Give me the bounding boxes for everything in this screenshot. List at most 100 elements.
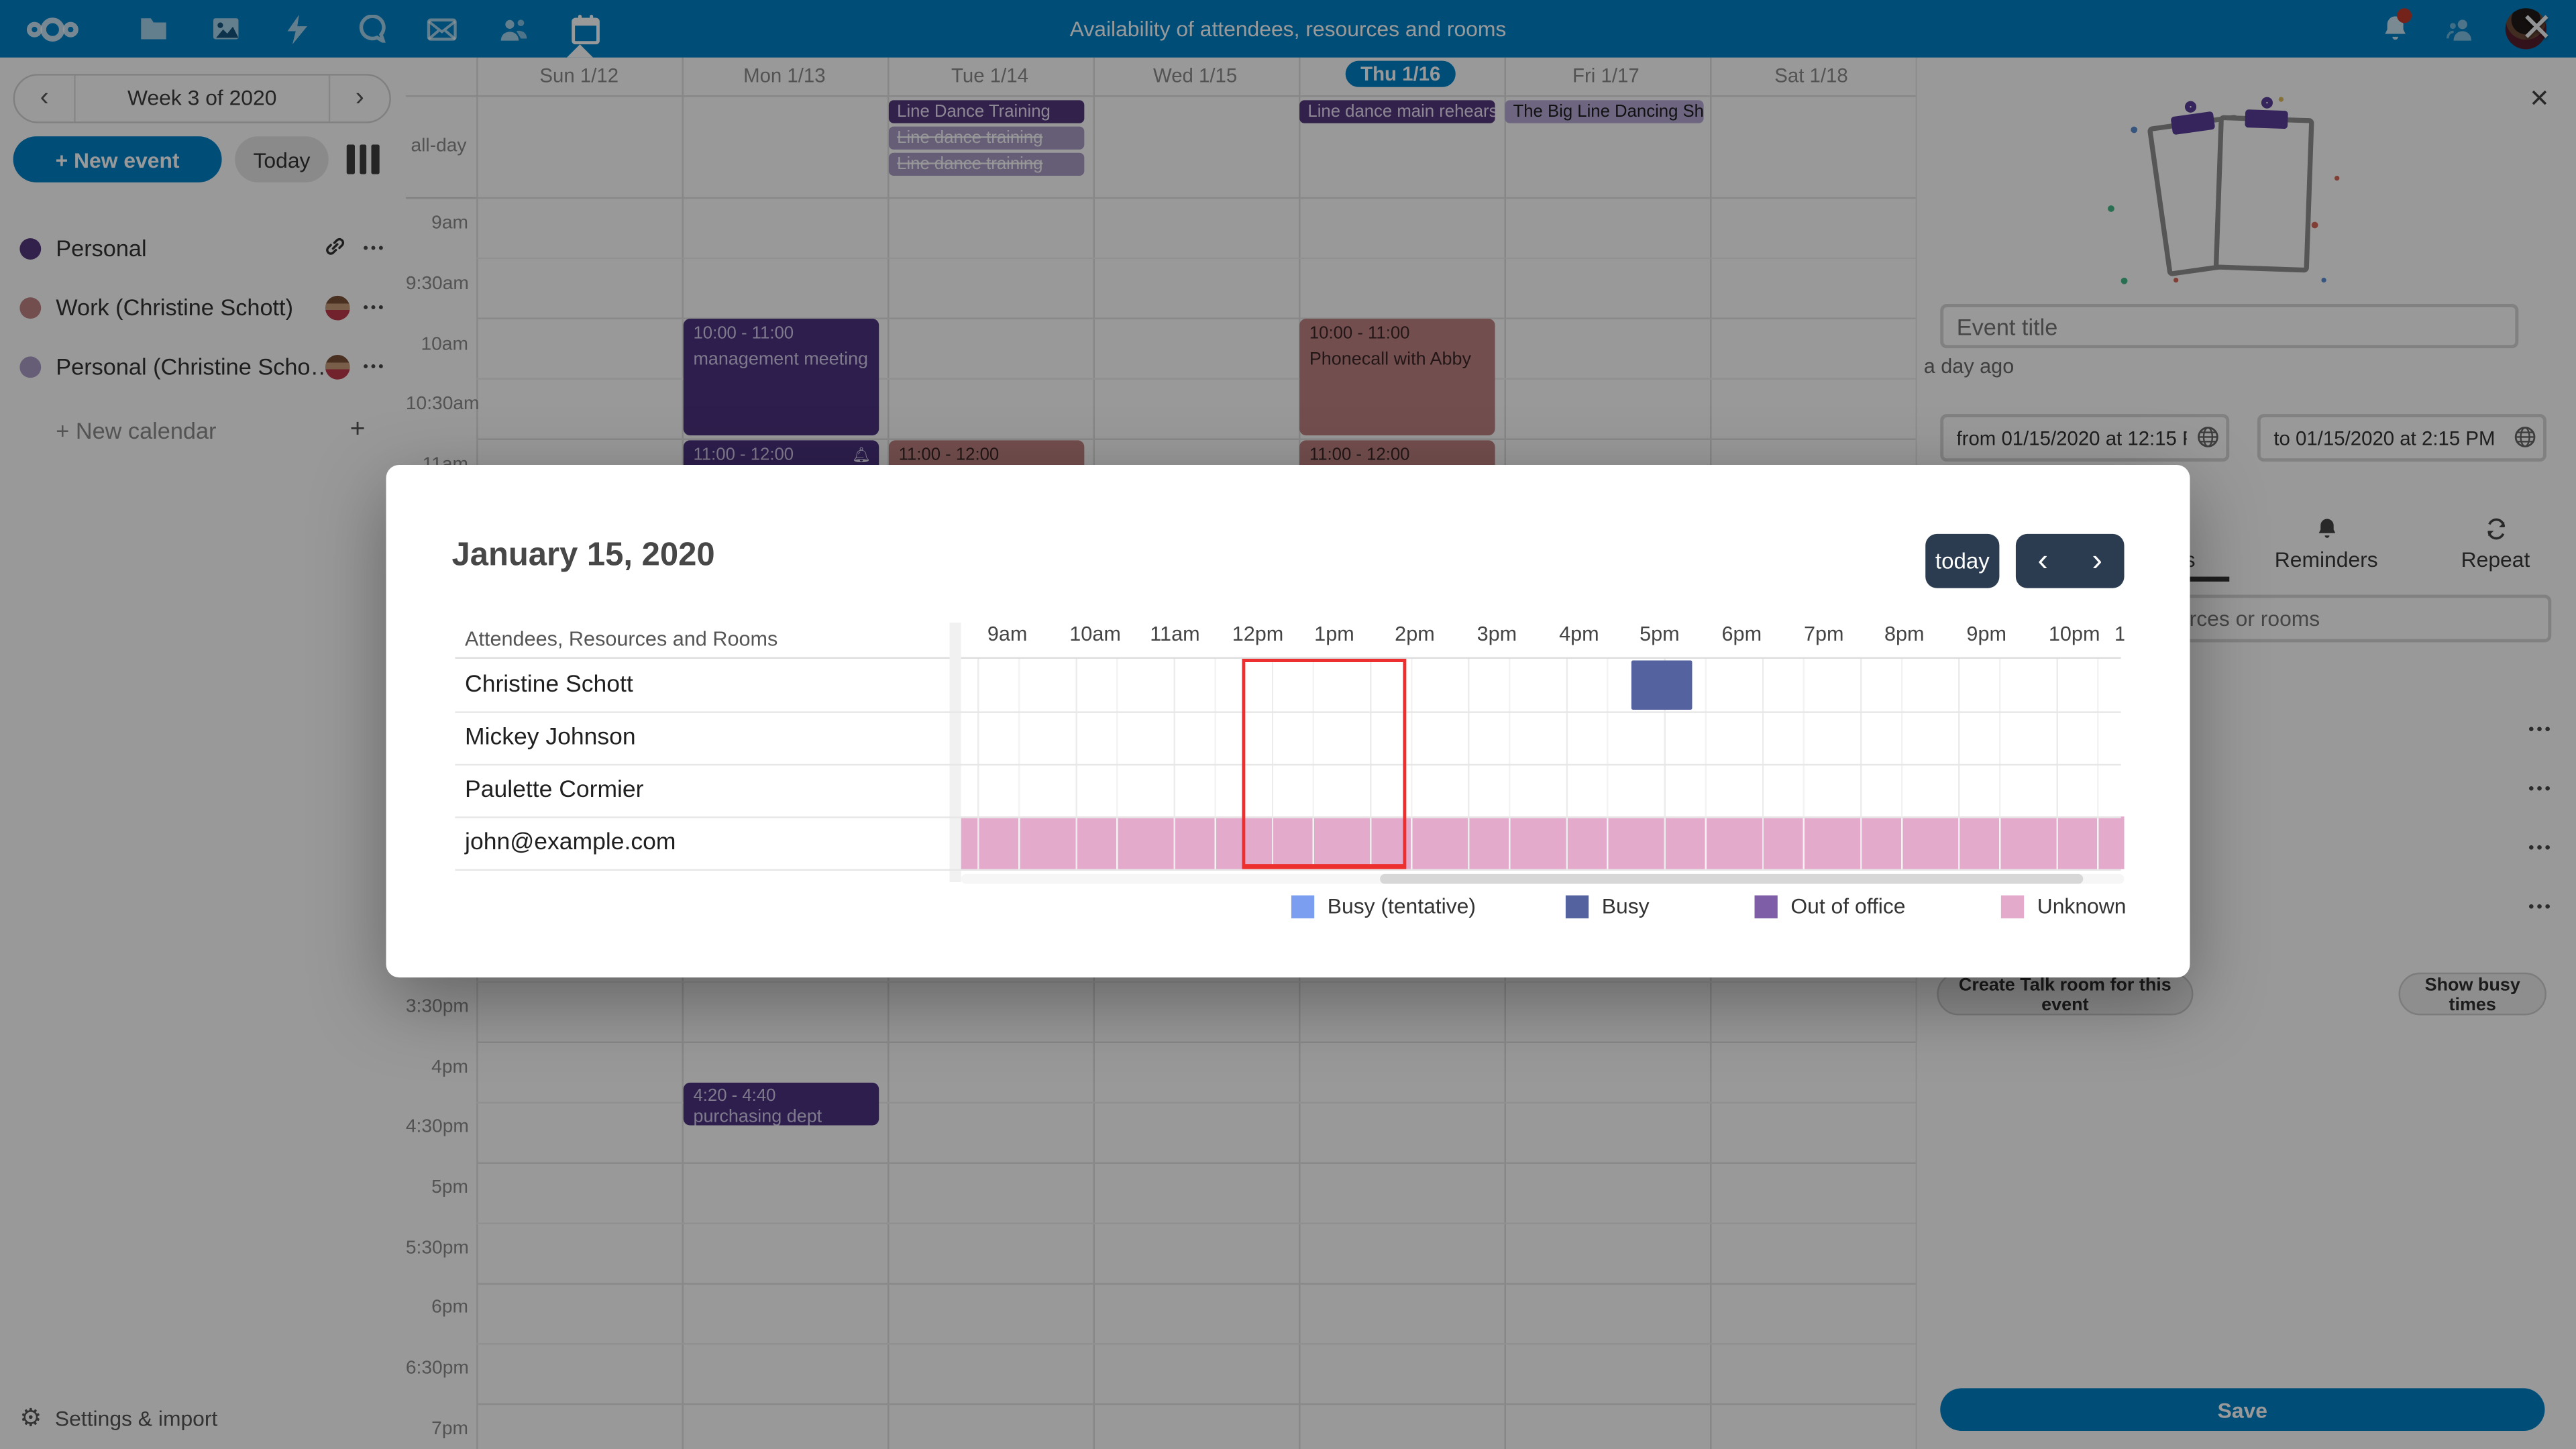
availability-modal: January 15, 2020 today ‹ › Attendees, Re…	[386, 465, 2190, 978]
day-header-thu-active: Thu 1/16	[1298, 60, 1503, 87]
allday-event[interactable]: The Big Line Dancing Show	[1505, 100, 1704, 123]
calendar-item-personal[interactable]: Personal •••	[0, 219, 406, 278]
week-label[interactable]: Week 3 of 2020	[74, 75, 331, 122]
time-label: 9:30am	[405, 274, 469, 294]
day-header-fri: Fri 1/17	[1572, 64, 1640, 87]
attendee-menu-icon[interactable]: •••	[2528, 780, 2553, 799]
modal-date-nav: ‹ ›	[2015, 533, 2125, 588]
end-datetime-input[interactable]	[2257, 414, 2546, 462]
previous-day-button[interactable]: ‹	[2037, 543, 2049, 578]
event-title-input[interactable]	[1940, 304, 2519, 349]
divider	[455, 816, 2121, 818]
last-modified-text: a day ago	[1923, 354, 2015, 378]
gear-icon: ⚙	[19, 1404, 42, 1433]
day-header-sat: Sat 1/18	[1774, 64, 1848, 87]
new-event-button[interactable]: + New event	[13, 136, 222, 182]
nextcloud-logo-icon[interactable]	[19, 11, 85, 46]
legend-out-of-office: Out of office	[1754, 894, 1905, 918]
tab-reminders[interactable]: Reminders	[2244, 517, 2408, 578]
modal-today-button[interactable]: today	[1925, 533, 2000, 588]
user-avatar[interactable]	[2505, 8, 2546, 50]
selected-time-window	[1242, 659, 1407, 869]
busy-block	[1631, 660, 1693, 710]
day-header-mon: Mon 1/13	[743, 64, 826, 87]
owner-avatar	[325, 294, 350, 320]
today-button[interactable]: Today	[235, 136, 329, 182]
attendee-menu-icon[interactable]: •••	[2528, 898, 2553, 917]
calendar-icon[interactable]	[567, 11, 603, 46]
attendee-menu-icon[interactable]: •••	[2528, 721, 2553, 740]
allday-event[interactable]: Line Dance Training	[888, 100, 1085, 123]
calendar-menu-icon[interactable]: •••	[363, 239, 386, 257]
share-link-icon[interactable]	[323, 234, 363, 262]
legend-swatch	[1565, 894, 1589, 918]
divider	[949, 623, 961, 883]
divider	[455, 763, 2121, 766]
divider	[405, 95, 1916, 97]
allday-event[interactable]: Line dance main rehearsal	[1299, 100, 1495, 123]
legend-busy: Busy	[1565, 894, 1650, 918]
photos-icon[interactable]	[207, 11, 244, 46]
mail-icon[interactable]	[424, 11, 460, 46]
start-datetime-input[interactable]	[1940, 414, 2230, 462]
notifications-bell-icon[interactable]	[2377, 8, 2414, 46]
top-bar: Availability of attendees, resources and…	[0, 0, 2576, 58]
time-label: 5pm	[431, 1177, 468, 1198]
event-phonecall-abby[interactable]: 10:00 - 11:00 Phonecall with Abby	[1299, 319, 1495, 435]
show-busy-times-button[interactable]: Show busy times	[2398, 972, 2546, 1016]
time-label: 5:30pm	[405, 1238, 469, 1258]
settings-import-button[interactable]: ⚙ Settings & import	[19, 1403, 218, 1433]
divider	[455, 711, 2121, 713]
next-day-button[interactable]: ›	[2092, 543, 2102, 578]
legend-busy-tentative: Busy (tentative)	[1291, 894, 1476, 918]
legend-swatch	[1291, 894, 1315, 918]
attendee-menu-icon[interactable]: •••	[2528, 839, 2553, 858]
time-label: 4pm	[431, 1058, 468, 1078]
scrollbar-thumb[interactable]	[1380, 873, 2084, 884]
legend-unknown: Unknown	[2000, 894, 2126, 918]
previous-week-button[interactable]: ‹	[40, 83, 49, 112]
settings-label: Settings & import	[54, 1405, 218, 1430]
talk-icon[interactable]	[354, 11, 390, 46]
tab-repeat[interactable]: Repeat	[2414, 517, 2576, 578]
start-datetime-field	[1940, 414, 2230, 462]
divider	[455, 657, 2121, 659]
time-label: 6:30pm	[405, 1358, 469, 1379]
contacts-icon[interactable]	[496, 11, 533, 46]
timezone-globe-icon[interactable]	[2196, 425, 2219, 457]
attendee-row-name: Mickey Johnson	[465, 724, 636, 751]
contacts-menu-icon[interactable]	[2443, 11, 2479, 46]
calendar-item-work[interactable]: Work (Christine Schott) •••	[0, 278, 406, 337]
reminder-bell-icon: 🔔︎	[851, 447, 871, 464]
calendar-list: Personal ••• Work (Christine Schott) •••…	[0, 219, 406, 396]
calendar-item-personal-christine[interactable]: Personal (Christine Scho…) •••	[0, 337, 406, 396]
end-datetime-field	[2257, 414, 2546, 462]
hour-axis: 9am 10am 11am 12pm 1pm 2pm 3pm 4pm 5pm 6…	[987, 623, 2125, 646]
calendar-color-dot	[19, 356, 42, 378]
event-management-meeting[interactable]: 10:00 - 11:00 management meeting	[683, 319, 879, 435]
calendar-menu-icon[interactable]: •••	[363, 358, 386, 375]
day-header-wed: Wed 1/15	[1152, 64, 1238, 87]
activity-icon[interactable]	[279, 11, 315, 46]
event-purchasing-dept[interactable]: 4:20 - 4:40 purchasing dept	[683, 1082, 879, 1126]
view-columns-icon[interactable]	[346, 144, 380, 174]
allday-event-cancelled[interactable]: Line dance training	[888, 152, 1085, 176]
files-icon[interactable]	[135, 11, 171, 46]
calendar-color-dot	[19, 297, 42, 318]
allday-event-cancelled[interactable]: Line dance training	[888, 126, 1085, 150]
create-talk-room-button[interactable]: Create Talk room for this event	[1937, 972, 2194, 1016]
calendar-menu-icon[interactable]: •••	[363, 299, 386, 316]
next-week-button[interactable]: ›	[355, 83, 364, 112]
close-icon[interactable]: ✕	[2529, 85, 2550, 113]
day-header-sun: Sun 1/12	[539, 64, 619, 87]
modal-date-title: January 15, 2020	[451, 537, 715, 574]
notification-badge	[2397, 8, 2412, 23]
time-label: 10:30am	[405, 394, 480, 415]
time-label: 3:30pm	[405, 997, 469, 1017]
save-button[interactable]: Save	[1940, 1388, 2545, 1432]
new-calendar-button[interactable]: + New calendar +	[0, 406, 406, 455]
calendar-name: Personal	[56, 235, 147, 262]
timezone-globe-icon[interactable]	[2514, 425, 2536, 457]
time-label: 10am	[421, 335, 468, 355]
